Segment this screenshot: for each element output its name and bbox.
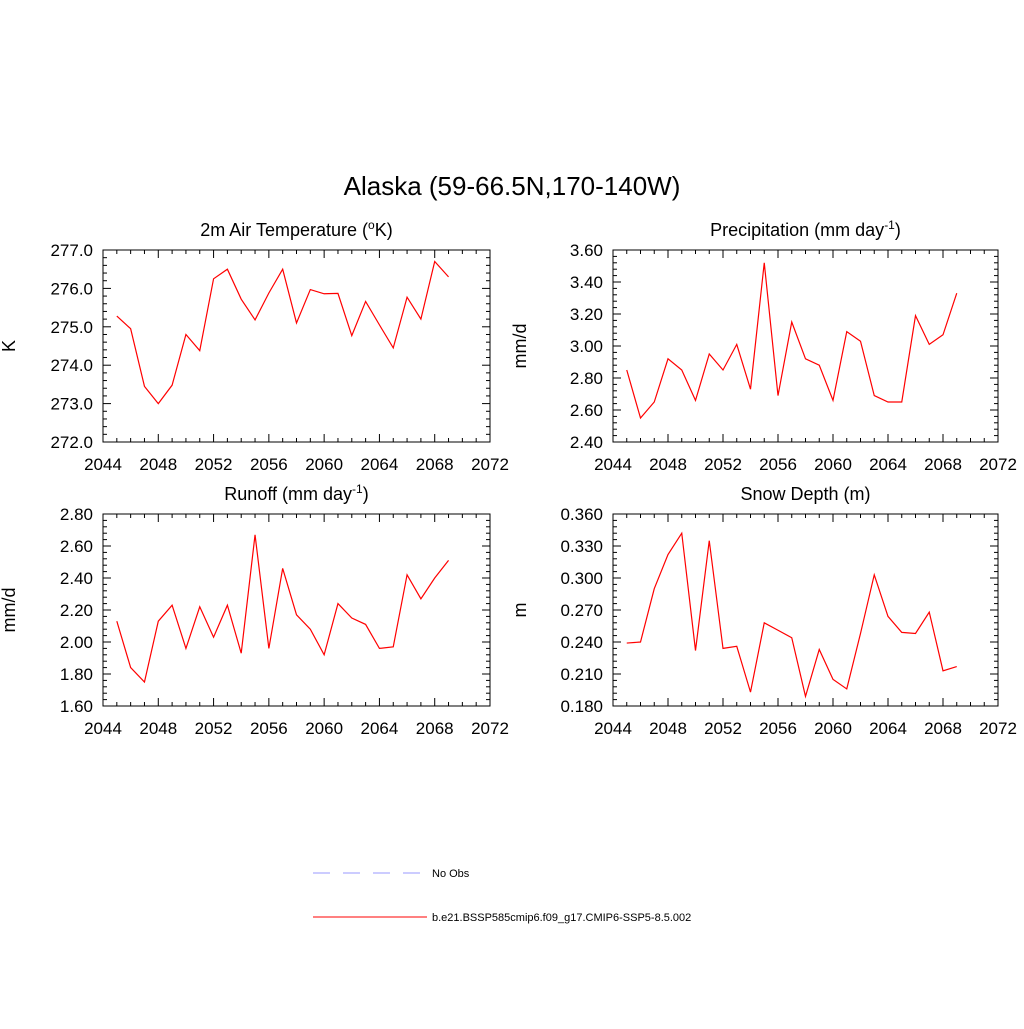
panel-title-suffix: ) [363, 484, 369, 504]
plot-frame [613, 250, 998, 442]
x-tick-label: 2068 [924, 719, 962, 738]
y-tick-label: 276.0 [50, 279, 93, 298]
x-tick-label: 2052 [704, 455, 742, 474]
x-tick-label: 2072 [471, 719, 509, 738]
panel-title: Snow Depth (m) [740, 484, 870, 504]
series-line [117, 262, 449, 404]
y-tick-label: 0.180 [560, 697, 603, 716]
legend-item: No Obs [313, 868, 470, 880]
legend-item: b.e21.BSSP585cmip6.f09_g17.CMIP6-SSP5-8.… [313, 912, 691, 924]
panel-runoff: Runoff (mm day-1) 2044 2048 2052 2056 2060 206… [0, 482, 509, 738]
y-tick-label: 2.60 [60, 537, 93, 556]
x-tick-label: 2048 [649, 719, 687, 738]
y-tick-label: 2.60 [570, 401, 603, 420]
y-tick-label: 0.300 [560, 569, 603, 588]
x-tick-label: 2072 [979, 719, 1017, 738]
y-tick-label: 2.80 [570, 369, 603, 388]
y-tick-label: 1.60 [60, 697, 93, 716]
y-tick-label: 275.0 [50, 318, 93, 337]
x-tick-label: 2064 [361, 455, 399, 474]
plot-frame [103, 514, 490, 706]
panel-temperature: 2m Air Temperature (oK) 2044 2048 2052 2056 2… [0, 218, 509, 474]
y-tick-label: 0.270 [560, 601, 603, 620]
panel-precipitation: Precipitation (mm day-1) 2044 2048 2052 2056… [510, 218, 1017, 474]
x-tick-label: 2068 [416, 455, 454, 474]
x-tick-label: 2060 [305, 719, 343, 738]
x-tick-label: 2068 [416, 719, 454, 738]
panels: 2m Air Temperature (oK) 2044 2048 2052 2056 2… [0, 218, 1017, 738]
x-tick-label: 2056 [759, 455, 797, 474]
y-tick-label: 2.40 [60, 569, 93, 588]
y-tick-label: 2.20 [60, 601, 93, 620]
y-tick-label: 3.40 [570, 273, 603, 292]
panel-title-suffix: K) [375, 220, 393, 240]
y-axis-label: K [0, 340, 19, 352]
x-tick-label: 2044 [594, 455, 632, 474]
y-tick-label: 0.330 [560, 537, 603, 556]
x-tick-label: 2052 [195, 455, 233, 474]
x-tick-label: 2064 [869, 455, 907, 474]
plot-frame [613, 514, 998, 706]
x-tick-label: 2056 [250, 719, 288, 738]
panel-title: Precipitation (mm day-1) [710, 218, 901, 240]
main-title: Alaska (59-66.5N,170-140W) [344, 171, 681, 201]
legend-label: b.e21.BSSP585cmip6.f09_g17.CMIP6-SSP5-8.… [432, 912, 691, 924]
panel-title-text: Snow Depth (m) [740, 484, 870, 504]
y-axis-label: mm/d [0, 588, 19, 633]
series-line [117, 535, 449, 682]
x-tick-label: 2060 [814, 719, 852, 738]
panel-title: Runoff (mm day-1) [224, 482, 368, 504]
y-tick-label: 0.210 [560, 665, 603, 684]
y-tick-label: 2.40 [570, 433, 603, 452]
x-tick-label: 2052 [704, 719, 742, 738]
x-tick-label: 2056 [759, 719, 797, 738]
y-tick-label: 273.0 [50, 395, 93, 414]
x-tick-label: 2064 [869, 719, 907, 738]
x-tick-label: 2072 [471, 455, 509, 474]
y-tick-label: 3.60 [570, 241, 603, 260]
y-tick-label: 272.0 [50, 433, 93, 452]
x-tick-label: 2072 [979, 455, 1017, 474]
y-tick-label: 1.80 [60, 665, 93, 684]
x-tick-label: 2048 [649, 455, 687, 474]
y-tick-label: 2.80 [60, 505, 93, 524]
panel-title-text: 2m Air Temperature ( [200, 220, 368, 240]
panel-title-text: Runoff (mm day [224, 484, 352, 504]
x-tick-label: 2060 [814, 455, 852, 474]
panel-title: 2m Air Temperature (oK) [200, 218, 392, 240]
panel-title-superscript: -1 [352, 482, 363, 496]
y-tick-label: 277.0 [50, 241, 93, 260]
legend-label: No Obs [432, 868, 470, 880]
x-tick-label: 2068 [924, 455, 962, 474]
x-tick-label: 2044 [84, 719, 122, 738]
y-tick-label: 3.20 [570, 305, 603, 324]
panel-snow-depth: Snow Depth (m) 2044 2048 2052 2056 2060 2064 20… [510, 484, 1017, 738]
y-tick-label: 3.00 [570, 337, 603, 356]
legend: No Obs b.e21.BSSP585cmip6.f09_g17.CMIP6-S… [313, 868, 691, 924]
x-tick-label: 2048 [139, 455, 177, 474]
y-tick-label: 2.00 [60, 633, 93, 652]
y-tick-label: 0.240 [560, 633, 603, 652]
panel-title-superscript: -1 [884, 218, 895, 232]
x-tick-label: 2060 [305, 455, 343, 474]
panel-title-text: Precipitation (mm day [710, 220, 884, 240]
plot-frame [103, 250, 490, 442]
y-tick-label: 0.360 [560, 505, 603, 524]
panel-title-suffix: ) [895, 220, 901, 240]
x-tick-label: 2044 [594, 719, 632, 738]
series-line [627, 533, 957, 696]
x-tick-label: 2064 [361, 719, 399, 738]
x-tick-label: 2052 [195, 719, 233, 738]
series-line [627, 263, 957, 418]
x-tick-label: 2048 [139, 719, 177, 738]
y-axis-label: mm/d [510, 324, 530, 369]
x-tick-label: 2044 [84, 455, 122, 474]
y-axis-label: m [510, 603, 530, 618]
x-tick-label: 2056 [250, 455, 288, 474]
y-tick-label: 274.0 [50, 356, 93, 375]
